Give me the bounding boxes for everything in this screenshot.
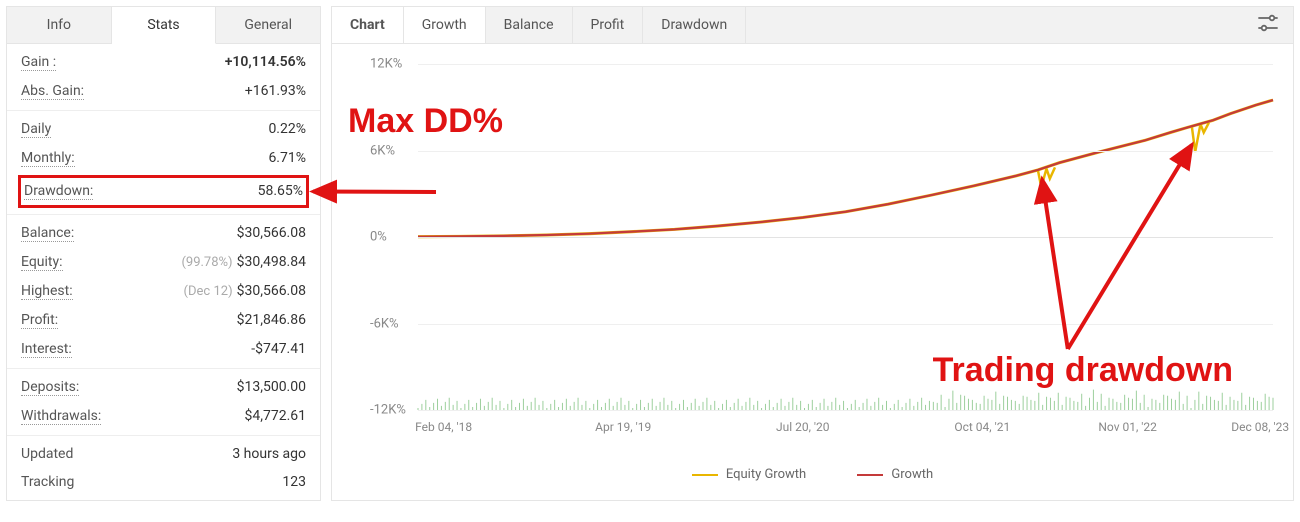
monthly-label: Monthly:	[21, 150, 75, 167]
section-depwith: Deposits: $13,500.00 Withdrawals: $4,772…	[7, 369, 320, 436]
gain-label: Gain :	[21, 54, 56, 71]
legend-growth: Growth	[857, 467, 933, 482]
chart-tab-drawdown[interactable]: Drawdown	[643, 7, 746, 43]
chart-tabs: Chart Growth Balance Profit Drawdown	[332, 7, 1293, 44]
y-tick-label: -6K%	[370, 316, 399, 331]
highest-label: Highest:	[21, 283, 73, 300]
root: Info Stats General Gain : +10,114.56% Ab…	[6, 6, 1294, 501]
chart-tab-growth[interactable]: Growth	[404, 7, 486, 43]
tab-general[interactable]: General	[216, 7, 320, 44]
x-tick-label: Oct 04, '21	[954, 420, 1010, 434]
row-drawdown: Drawdown: 58.65%	[24, 181, 303, 202]
updated-value: 3 hours ago	[232, 446, 306, 462]
chart-tab-chart[interactable]: Chart	[332, 7, 404, 43]
deposits-value: $13,500.00	[237, 379, 306, 395]
chart-body: 12K% 6K% 0% -6K% -12K% Feb 04, '18 Apr 19, '19…	[332, 44, 1293, 500]
legend-equity-label: Equity Growth	[726, 467, 806, 482]
row-deposits: Deposits: $13,500.00	[21, 373, 306, 402]
stats-panel: Info Stats General Gain : +10,114.56% Ab…	[6, 6, 321, 501]
absgain-label: Abs. Gain:	[21, 83, 84, 100]
legend-equity: Equity Growth	[692, 467, 806, 482]
row-absgain: Abs. Gain: +161.93%	[21, 77, 306, 106]
row-highest: Highest: (Dec 12) $30,566.08	[21, 277, 306, 306]
row-profit: Profit: $21,846.86	[21, 306, 306, 335]
x-tick-label: Dec 08, '23	[1231, 420, 1289, 434]
chart-tab-balance[interactable]: Balance	[486, 7, 573, 43]
absgain-value: +161.93%	[245, 83, 306, 99]
section-periodic: Daily 0.22% Monthly: 6.71% Drawdown: 58.…	[7, 111, 320, 215]
equity-value: $30,498.84	[237, 254, 306, 270]
gain-value: +10,114.56%	[225, 54, 306, 70]
interest-value: -$747.41	[251, 341, 306, 357]
balance-value: $30,566.08	[237, 225, 306, 241]
row-interest: Interest: -$747.41	[21, 335, 306, 364]
section-meta: Updated 3 hours ago Tracking 123	[7, 436, 320, 500]
drawdown-value: 58.65%	[258, 183, 303, 199]
daily-value: 0.22%	[268, 121, 306, 137]
withdrawals-value: $4,772.61	[244, 408, 306, 424]
chart-settings-button[interactable]	[1243, 8, 1293, 42]
row-equity: Equity: (99.78%) $30,498.84	[21, 248, 306, 277]
legend-equity-dash	[692, 474, 718, 476]
profit-value: $21,846.86	[237, 312, 306, 328]
legend-growth-dash	[857, 474, 883, 476]
equity-pct: (99.78%)	[181, 255, 232, 270]
row-updated: Updated 3 hours ago	[21, 440, 306, 468]
y-tick-label: 12K%	[370, 57, 402, 72]
drawdown-highlight-box: Drawdown: 58.65%	[18, 175, 309, 208]
balance-label: Balance:	[21, 225, 74, 242]
y-tick-label: 0%	[370, 230, 387, 245]
row-monthly: Monthly: 6.71%	[21, 144, 306, 173]
tracking-value: 123	[282, 474, 306, 490]
chart-panel: Chart Growth Balance Profit Drawdown 12K…	[331, 6, 1294, 501]
tab-stats[interactable]: Stats	[112, 7, 217, 44]
interest-label: Interest:	[21, 341, 72, 358]
x-tick-label: Apr 19, '19	[595, 420, 651, 434]
x-tick-label: Feb 04, '18	[415, 420, 472, 434]
row-tracking: Tracking 123	[21, 468, 306, 496]
y-tick-label: -12K%	[370, 403, 406, 418]
left-tabs: Info Stats General	[7, 7, 320, 44]
y-tick-label: 6K%	[370, 143, 395, 158]
x-tick-label: Nov 01, '22	[1098, 420, 1157, 434]
tracking-label: Tracking	[21, 474, 74, 490]
tab-info[interactable]: Info	[7, 7, 112, 44]
highest-value-wrap: (Dec 12) $30,566.08	[184, 283, 306, 299]
row-gain: Gain : +10,114.56%	[21, 48, 306, 77]
highest-date: (Dec 12)	[184, 284, 233, 299]
chart-legend: Equity Growth Growth	[332, 465, 1293, 483]
chart-tab-profit[interactable]: Profit	[573, 7, 644, 43]
equity-value-wrap: (99.78%) $30,498.84	[181, 254, 306, 270]
section-gain: Gain : +10,114.56% Abs. Gain: +161.93%	[7, 44, 320, 111]
row-withdrawals: Withdrawals: $4,772.61	[21, 402, 306, 431]
sliders-icon	[1257, 14, 1279, 32]
section-money: Balance: $30,566.08 Equity: (99.78%) $30,…	[7, 215, 320, 369]
legend-growth-label: Growth	[891, 467, 933, 482]
daily-label: Daily	[21, 121, 51, 138]
monthly-value: 6.71%	[268, 150, 306, 166]
updated-label: Updated	[21, 446, 73, 462]
withdrawals-label: Withdrawals:	[21, 408, 101, 425]
deposits-label: Deposits:	[21, 379, 79, 396]
highest-value: $30,566.08	[237, 283, 306, 299]
row-balance: Balance: $30,566.08	[21, 219, 306, 248]
drawdown-label: Drawdown:	[24, 183, 93, 200]
profit-label: Profit:	[21, 312, 58, 329]
x-tick-label: Jul 20, '20	[776, 420, 830, 434]
equity-label: Equity:	[21, 254, 63, 271]
row-daily: Daily 0.22%	[21, 115, 306, 144]
plot-area[interactable]: 12K%6K%0%-6K%-12K%Feb 04, '18Apr 19, '19…	[418, 64, 1273, 410]
